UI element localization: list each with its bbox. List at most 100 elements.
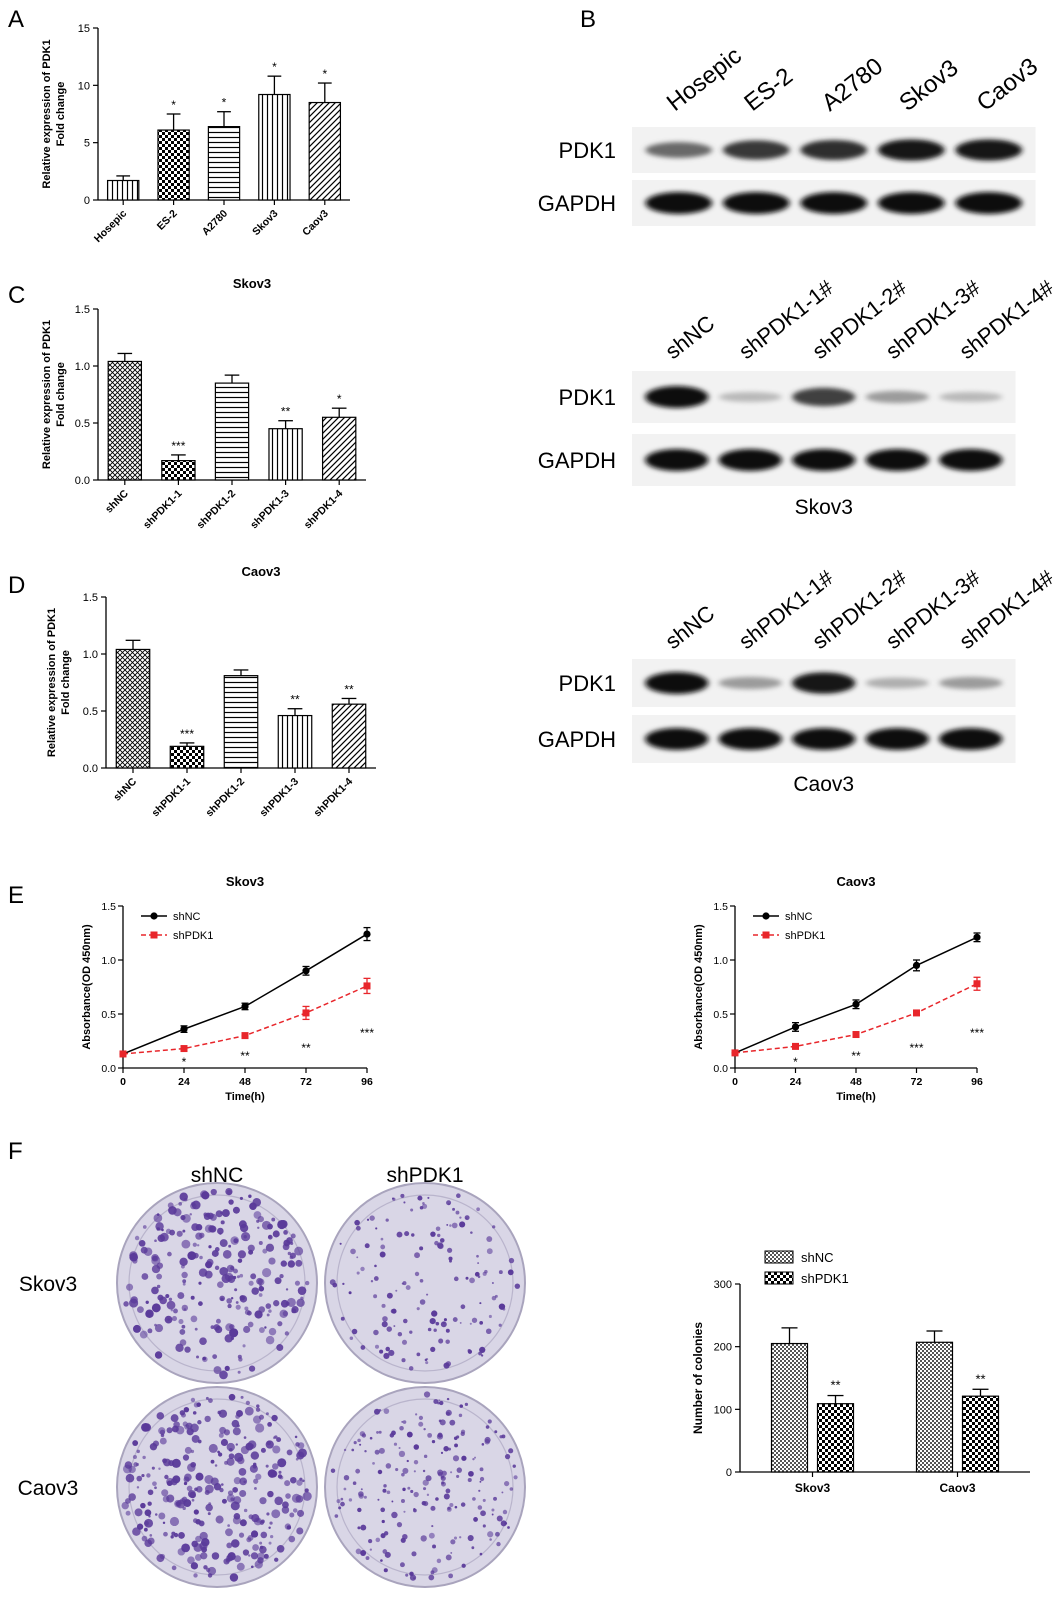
- legend-label-shnc: shNC: [785, 911, 813, 923]
- colony: [152, 1440, 160, 1447]
- colony: [253, 1487, 257, 1490]
- colony: [250, 1552, 259, 1560]
- colony: [271, 1414, 278, 1422]
- colony: [229, 1324, 235, 1330]
- colony: [177, 1292, 185, 1300]
- y-tick-label: 10: [78, 80, 90, 92]
- colony: [383, 1408, 390, 1414]
- plate-rim: [336, 1194, 514, 1372]
- colony: [289, 1512, 295, 1518]
- colony: [179, 1329, 186, 1335]
- colony: [487, 1419, 492, 1424]
- colony: [414, 1271, 420, 1277]
- colony: [493, 1496, 497, 1501]
- significance-mark: **: [344, 682, 354, 696]
- colony: [484, 1436, 491, 1444]
- colony: [138, 1240, 146, 1247]
- colony: [228, 1447, 233, 1452]
- colony: [233, 1268, 238, 1274]
- colony: [408, 1366, 414, 1371]
- colony: [175, 1425, 185, 1435]
- colony: [224, 1365, 230, 1371]
- colony: [426, 1493, 430, 1497]
- colony: [401, 1339, 408, 1345]
- colony: [276, 1544, 285, 1553]
- colony: [276, 1437, 282, 1443]
- colony: [147, 1501, 152, 1506]
- colony: [448, 1256, 453, 1261]
- colony: [377, 1498, 380, 1501]
- colony: [272, 1436, 276, 1440]
- colony: [158, 1427, 166, 1435]
- colony: [375, 1537, 381, 1543]
- colony: [179, 1257, 188, 1267]
- colony: [183, 1308, 187, 1311]
- colony: [260, 1531, 268, 1539]
- y-tick-label: 15: [78, 23, 90, 35]
- colony: [355, 1548, 362, 1555]
- panel-label-d: D: [8, 572, 26, 599]
- colony: [260, 1447, 266, 1453]
- colony: [129, 1252, 139, 1262]
- y-axis-label: Fold change: [60, 650, 72, 715]
- colony: [451, 1222, 458, 1229]
- colony: [281, 1506, 290, 1514]
- significance-mark: *: [222, 96, 227, 110]
- colony: [360, 1550, 367, 1556]
- colony: [360, 1488, 363, 1491]
- colony: [154, 1324, 164, 1333]
- colony: [136, 1449, 140, 1454]
- colony: [258, 1293, 263, 1297]
- colony: [234, 1555, 242, 1563]
- colony: [198, 1268, 208, 1277]
- plate-rim: [336, 1398, 514, 1576]
- colony: [266, 1512, 270, 1516]
- colony: [427, 1432, 433, 1438]
- colony: [172, 1475, 181, 1484]
- x-tick-label-shpdk1-2: shPDK1-2: [204, 776, 248, 820]
- colony: [250, 1273, 257, 1280]
- colony: [151, 1303, 161, 1313]
- colony: [166, 1427, 173, 1434]
- plate-caov3-shpdk1: [324, 1386, 526, 1588]
- colony: [259, 1545, 267, 1554]
- colony: [481, 1443, 485, 1446]
- colony: [479, 1480, 482, 1483]
- colony: [146, 1473, 151, 1478]
- colony: [239, 1519, 247, 1527]
- bar-shpdk1-4: [321, 416, 357, 481]
- colony: [472, 1458, 475, 1461]
- y-axis-label: Fold change: [55, 362, 67, 427]
- significance-mark: **: [975, 1371, 985, 1386]
- colony: [227, 1524, 230, 1527]
- colony: [383, 1484, 387, 1488]
- colony: [236, 1562, 245, 1571]
- colony: [156, 1284, 161, 1289]
- colony: [218, 1452, 223, 1457]
- colony: [509, 1487, 514, 1491]
- colony: [193, 1509, 199, 1515]
- colony: [274, 1557, 279, 1562]
- colony: [440, 1451, 444, 1454]
- colony: [263, 1553, 269, 1559]
- colony: [441, 1470, 447, 1476]
- colony: [219, 1239, 228, 1248]
- colony: [449, 1224, 452, 1227]
- point-shnc: [973, 933, 981, 941]
- colony: [431, 1525, 434, 1528]
- colony: [194, 1487, 198, 1492]
- colony: [294, 1246, 304, 1256]
- colony: [258, 1285, 265, 1292]
- colony: [464, 1215, 470, 1221]
- colony: [215, 1515, 224, 1524]
- colony: [259, 1541, 263, 1545]
- colony: [220, 1438, 229, 1447]
- colony: [175, 1501, 181, 1507]
- colony: [340, 1501, 345, 1507]
- colony: [247, 1321, 254, 1328]
- colony: [304, 1488, 309, 1493]
- colony: [207, 1573, 213, 1578]
- point-shnc: [852, 1000, 860, 1008]
- colony: [453, 1436, 458, 1441]
